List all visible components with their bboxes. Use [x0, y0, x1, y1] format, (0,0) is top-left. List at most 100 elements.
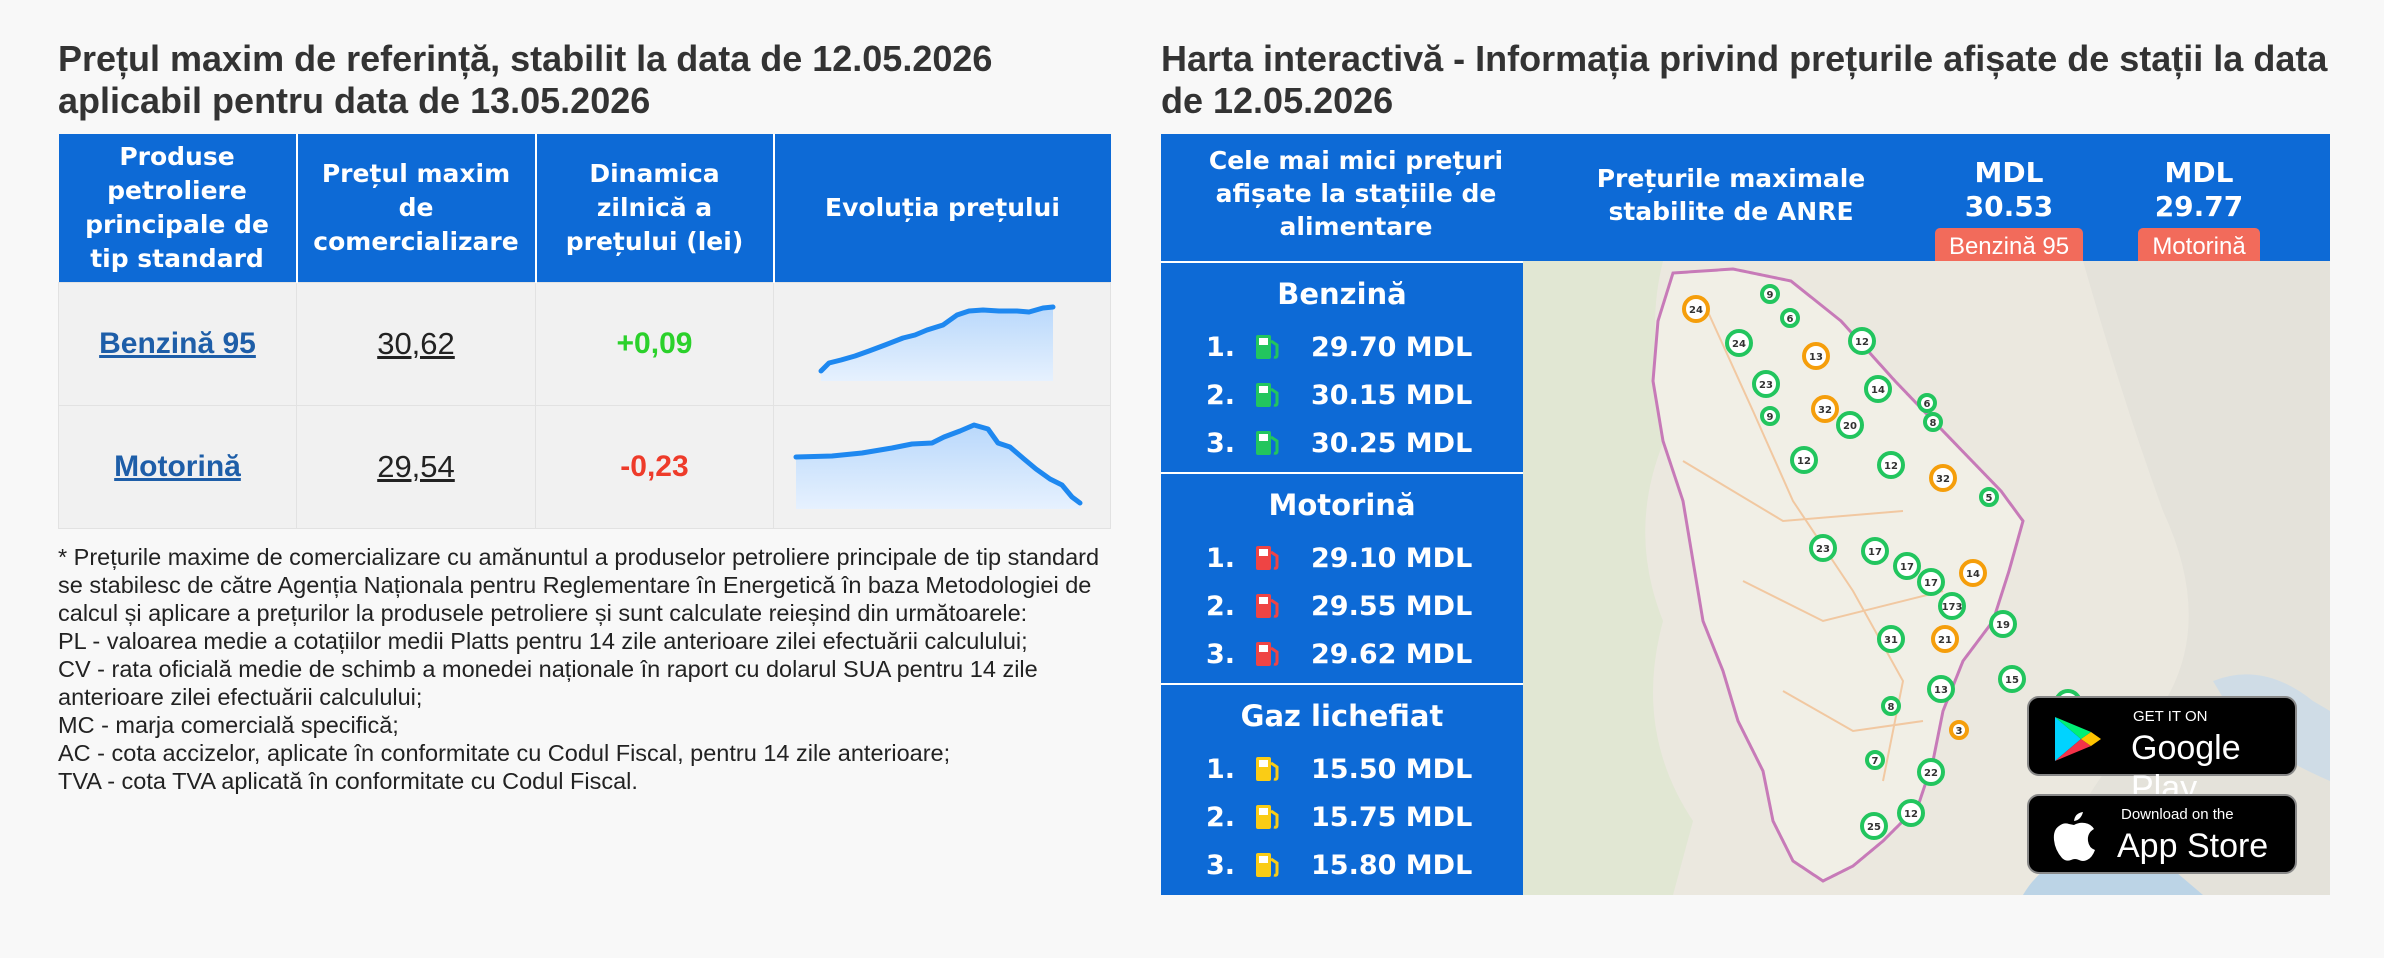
header-products: Produse petroliere principale de tip sta…: [58, 134, 298, 283]
fuel-pump-icon: [1256, 805, 1279, 829]
list-item[interactable]: 1. 29.10 MDL: [1205, 542, 1473, 574]
station-marker-count: 5: [1986, 493, 1993, 504]
station-marker[interactable]: 3: [1949, 720, 1969, 740]
station-marker[interactable]: 13: [1802, 342, 1830, 370]
station-marker[interactable]: 17: [1861, 537, 1889, 565]
map-panel: Cele mai mici prețuri afișate la stațiil…: [1161, 134, 2330, 895]
station-marker-count: 20: [1843, 421, 1857, 432]
station-marker-count: 173: [1942, 602, 1963, 613]
station-marker-count: 17: [1924, 578, 1938, 589]
station-marker-count: 32: [1818, 405, 1832, 416]
station-marker-count: 24: [1732, 339, 1746, 350]
station-marker-count: 17: [1868, 547, 1882, 558]
station-marker-count: 22: [1924, 768, 1938, 779]
station-marker-count: 7: [1872, 756, 1879, 767]
list-item[interactable]: 2. 15.75 MDL: [1205, 801, 1473, 833]
fuel-pump-icon: [1256, 383, 1279, 407]
station-marker[interactable]: 24: [1725, 329, 1753, 357]
google-play-button[interactable]: GET IT ON Google Play: [2027, 696, 2297, 807]
station-marker-count: 3: [1956, 726, 1963, 737]
station-marker[interactable]: 6: [1917, 393, 1937, 413]
fuel-pump-icon: [1256, 546, 1279, 570]
station-marker-count: 12: [1884, 461, 1898, 472]
list-item[interactable]: 1. 29.70 MDL: [1205, 331, 1473, 363]
station-marker[interactable]: 17: [1917, 568, 1945, 596]
station-marker[interactable]: 15: [1998, 665, 2026, 693]
table-row: Benzină 95 30,62 +0,09: [58, 282, 1111, 406]
station-marker-count: 8: [1930, 418, 1937, 429]
fuel-block-benzina: Benzină 1. 29.70 MDL 2. 30.15 MDL 3. 30.25 …: [1161, 261, 1523, 472]
list-item[interactable]: 2. 29.55 MDL: [1205, 590, 1473, 622]
station-marker[interactable]: 12: [1897, 799, 1925, 827]
station-marker[interactable]: 25: [1860, 812, 1888, 840]
reference-price-title: Prețul maxim de referință, stabilit la d…: [58, 38, 993, 121]
station-marker-count: 9: [1767, 290, 1774, 301]
product-link-benzina[interactable]: Benzină 95: [99, 327, 256, 360]
methodology-note: * Prețurile maxime de comercializare cu …: [58, 544, 1100, 794]
list-item[interactable]: 3. 30.25 MDL: [1205, 427, 1473, 459]
station-marker[interactable]: 12: [1790, 446, 1818, 474]
station-marker[interactable]: 9: [1760, 284, 1780, 304]
motorina-badge: Motorină: [2138, 228, 2260, 266]
fuel-block-gaz: Gaz lichefiat 1. 15.50 MDL 2. 15.75 MDL 3.…: [1161, 683, 1523, 894]
anre-max-prices-heading: Prețurile maximale stabilite de ANRE: [1596, 164, 1866, 226]
list-item[interactable]: 3. 29.62 MDL: [1205, 638, 1473, 670]
station-marker[interactable]: 17: [1893, 552, 1921, 580]
station-marker-count: 9: [1767, 412, 1774, 423]
station-marker[interactable]: 14: [1864, 375, 1892, 403]
station-marker[interactable]: 5: [1979, 487, 1999, 507]
station-marker[interactable]: 23: [1752, 370, 1780, 398]
fuel-pump-icon: [1256, 642, 1279, 666]
station-marker[interactable]: 6: [1780, 308, 1800, 328]
station-marker[interactable]: 24: [1682, 295, 1710, 323]
list-item[interactable]: 2. 30.15 MDL: [1205, 379, 1473, 411]
station-marker[interactable]: 21: [1931, 625, 1959, 653]
station-marker[interactable]: 8: [1923, 412, 1943, 432]
station-marker-count: 8: [1888, 702, 1895, 713]
price-value[interactable]: 29,54: [377, 449, 455, 484]
max-price-benzina: MDL 30.53 Benzină 95: [1929, 156, 2089, 266]
station-marker[interactable]: 13: [1927, 675, 1955, 703]
station-marker-count: 14: [1966, 569, 1980, 580]
price-change: +0,09: [616, 327, 693, 360]
station-marker-count: 12: [1904, 809, 1918, 820]
station-marker-count: 23: [1816, 544, 1830, 555]
sparkline-motorina: [773, 405, 1111, 529]
sparkline-benzina: [773, 282, 1111, 406]
product-link-motorina[interactable]: Motorină: [114, 450, 241, 483]
table-row: Motorină 29,54 -0,23: [58, 405, 1111, 529]
map-section-title: Harta interactivă - Informația privind p…: [1161, 38, 2328, 121]
station-marker[interactable]: 32: [1929, 464, 1957, 492]
station-marker[interactable]: 32: [1811, 395, 1839, 423]
station-marker[interactable]: 19: [1989, 610, 2017, 638]
fuel-pump-icon: [1256, 853, 1279, 877]
station-marker-count: 15: [2005, 675, 2019, 686]
station-marker-count: 31: [1884, 635, 1898, 646]
station-marker[interactable]: 31: [1877, 625, 1905, 653]
station-marker[interactable]: 173: [1938, 592, 1966, 620]
fuel-pump-icon: [1256, 335, 1279, 359]
reference-price-section: Prețul maxim de referință, stabilit la d…: [58, 38, 1111, 795]
list-item[interactable]: 3. 15.80 MDL: [1205, 849, 1473, 881]
list-item[interactable]: 1. 15.50 MDL: [1205, 753, 1473, 785]
station-marker[interactable]: 22: [1917, 758, 1945, 786]
header-price-evolution: Evoluția prețului: [773, 134, 1111, 283]
fuel-pump-icon: [1256, 757, 1279, 781]
station-marker-count: 32: [1936, 474, 1950, 485]
station-marker[interactable]: 14: [1959, 559, 1987, 587]
station-marker[interactable]: 12: [1877, 451, 1905, 479]
station-marker[interactable]: 12: [1848, 327, 1876, 355]
app-store-button[interactable]: Download on the App Store: [2027, 794, 2297, 874]
price-value[interactable]: 30,62: [377, 326, 455, 361]
station-marker[interactable]: 7: [1865, 750, 1885, 770]
station-marker[interactable]: 8: [1881, 696, 1901, 716]
station-marker-count: 12: [1797, 456, 1811, 467]
apple-icon: [2053, 812, 2095, 861]
station-marker-count: 19: [1996, 620, 2010, 631]
station-marker[interactable]: 20: [1836, 411, 1864, 439]
station-marker[interactable]: 9: [1760, 406, 1780, 426]
station-marker-count: 17: [1900, 562, 1914, 573]
stations-map[interactable]: 24 9 6 12 24 13 23 14 6 9 32 8 20 12 12 32 5 23 17 17 14 17 17…: [1523, 261, 2330, 895]
map-panel-header: Cele mai mici prețuri afișate la stațiil…: [1161, 134, 2330, 266]
station-marker[interactable]: 23: [1809, 534, 1837, 562]
